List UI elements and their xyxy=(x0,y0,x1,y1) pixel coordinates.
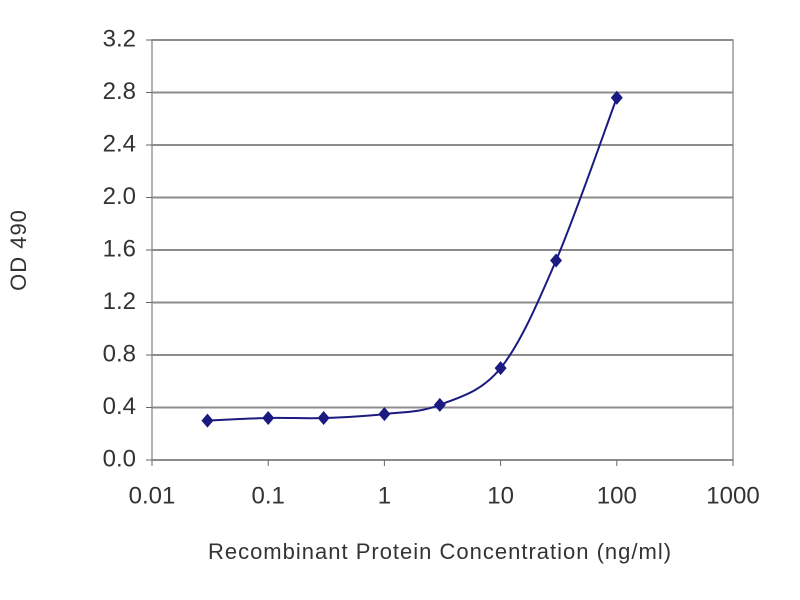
y-tick-label: 1.2 xyxy=(103,288,136,315)
data-point xyxy=(610,90,623,105)
y-tick-label: 0.8 xyxy=(103,340,136,367)
x-tick-label: 1 xyxy=(378,482,391,509)
y-tick-label: 1.6 xyxy=(103,235,136,262)
x-tick-label: 100 xyxy=(597,482,637,509)
y-tick-label: 2.0 xyxy=(103,183,136,210)
data-point xyxy=(262,411,275,425)
y-tick-label: 2.8 xyxy=(103,78,136,105)
y-tick-label: 0.0 xyxy=(103,445,136,472)
y-tick-label: 2.4 xyxy=(103,130,136,157)
data-point xyxy=(550,253,563,268)
data-point xyxy=(378,407,391,422)
x-tick-label: 1000 xyxy=(706,482,759,509)
y-tick-label: 3.2 xyxy=(103,25,136,52)
data-point xyxy=(201,413,214,428)
data-point xyxy=(317,411,330,425)
data-point xyxy=(433,397,446,412)
data-point xyxy=(494,361,507,376)
x-axis-label: Recombinant Protein Concentration (ng/ml… xyxy=(208,539,672,564)
x-tick-label: 0.01 xyxy=(129,482,176,509)
x-tick-label: 10 xyxy=(487,482,514,509)
y-tick-label: 0.4 xyxy=(103,393,136,420)
x-tick-label: 0.1 xyxy=(252,482,285,509)
y-axis-label: OD 490 xyxy=(6,209,31,291)
